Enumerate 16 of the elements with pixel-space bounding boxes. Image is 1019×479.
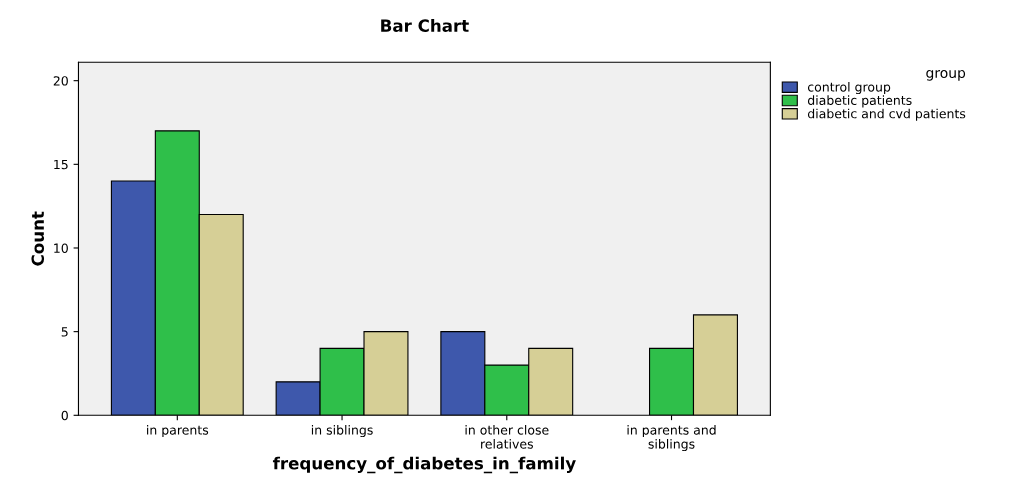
x-tick-label: in parents	[147, 425, 209, 438]
legend-label: diabetic patients	[807, 95, 912, 108]
legend-label: control group	[807, 81, 891, 95]
x-tick-label: in parents and siblings	[627, 425, 716, 452]
y-tick-label: 15	[54, 159, 68, 170]
y-tick-label: 0	[61, 410, 68, 421]
y-tick-label: 20	[53, 76, 68, 86]
legend-label: diabetic and cvd patients	[807, 108, 966, 121]
x-tick-label: in other close relatives	[465, 425, 549, 449]
chart-title: Bar Chart	[381, 19, 469, 32]
y-tick-label: 10	[54, 243, 68, 253]
x-tick-label: in siblings	[311, 425, 373, 438]
y-tick-label: 5	[61, 327, 68, 337]
x-axis-title: frequency_of_diabetes_in_family	[272, 456, 576, 474]
legend-title: group	[926, 70, 966, 81]
y-axis-title: Count	[31, 211, 45, 266]
